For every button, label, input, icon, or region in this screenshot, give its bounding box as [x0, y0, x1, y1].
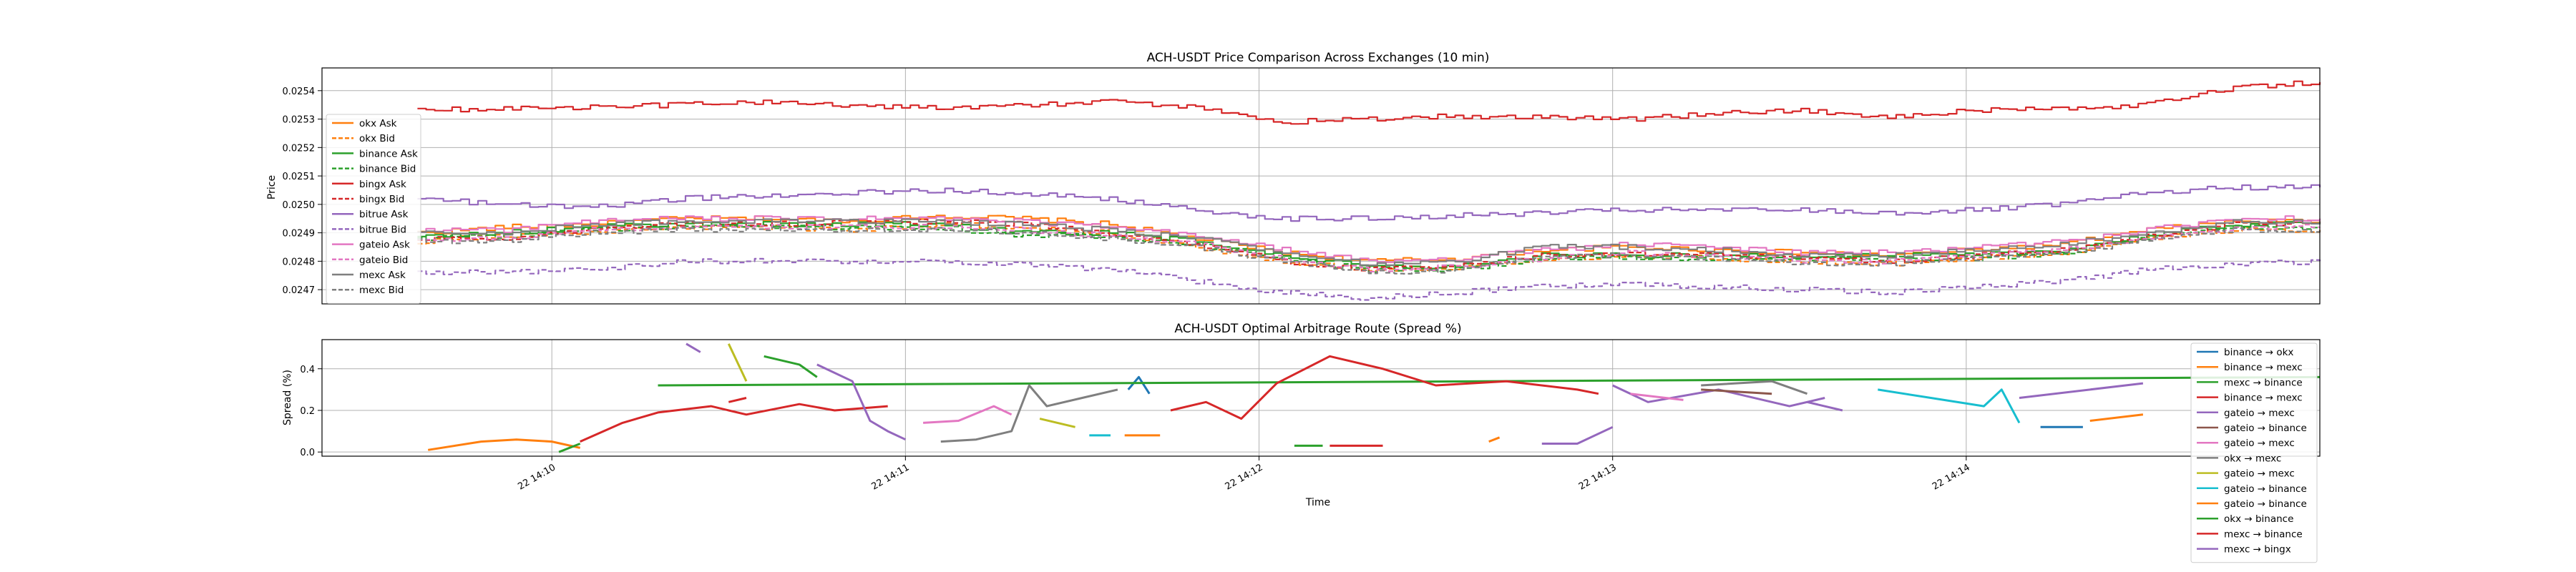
route-line-gateio-to-mexc [1039, 418, 1075, 428]
ytick-label: 0.0 [300, 448, 315, 458]
ytick-label: 0.0250 [283, 200, 316, 211]
route-line-gateio-to-mexc [816, 363, 907, 441]
legend-label: okx Bid [359, 133, 395, 144]
route-line-mexc-to-binance [728, 397, 747, 403]
ytick-label: 0.0253 [283, 115, 316, 126]
legend-label: okx Ask [359, 118, 397, 129]
ytick-label: 0.0249 [283, 229, 316, 240]
legend-label: gateio → mexc [2224, 468, 2295, 480]
legend-label: mexc Ask [359, 270, 406, 281]
spread-chart-ylabel: Spread (%) [282, 370, 293, 425]
ytick-label: 0.0247 [283, 285, 316, 296]
ytick-label: 0.2 [300, 406, 315, 417]
legend-label: bingx Bid [359, 194, 404, 205]
price-chart-ylabel: Price [266, 175, 278, 199]
legend-label: binance → okx [2224, 347, 2293, 358]
route-line-binance-to-okx [1127, 375, 1151, 395]
series-line-bingx-ask [417, 80, 2321, 125]
route-line-gateio-to-mexc [923, 405, 1013, 424]
legend-label: gateio → binance [2224, 483, 2307, 495]
legend-label: mexc → binance [2224, 377, 2303, 388]
price-chart: ACH-USDT Price Comparison Across Exchang… [266, 51, 2321, 305]
legend-label: gateio → binance [2224, 423, 2307, 434]
route-line-binance-to-mexc [1170, 355, 1599, 420]
series-line-gateio-bid [417, 224, 2321, 272]
spread-chart-series [427, 342, 2321, 453]
series-line-mexc-bid [417, 227, 2321, 275]
ytick-label: 0.0254 [283, 87, 316, 97]
route-line-gateio-to-mexc [727, 343, 748, 382]
route-line-gateio-to-binance [2089, 413, 2144, 422]
spread-chart-yticks: 0.0 0.2 0.4 [300, 365, 322, 458]
legend-label: gateio Ask [359, 240, 410, 251]
spread-chart-xlabel: Time [1305, 497, 1330, 508]
ytick-label: 0.0252 [283, 143, 316, 154]
price-chart-series [417, 80, 2321, 301]
spread-chart-frame [321, 339, 2321, 457]
series-line-bitrue-bid [417, 257, 2321, 301]
route-line-binance-to-mexc [1488, 436, 1501, 443]
route-line-okx-to-mexc [940, 384, 1118, 443]
legend-box [2190, 342, 2318, 563]
legend-label: gateio → mexc [2224, 438, 2295, 449]
route-line-mexc-to-binance [763, 355, 818, 378]
legend-label: binance → mexc [2224, 393, 2303, 404]
legend-label: gateio → binance [2224, 498, 2307, 510]
legend-label: gateio → mexc [2224, 408, 2295, 419]
route-line-okx-to-mexc [1701, 380, 1808, 395]
route-line-mexc-to-bingx [1807, 400, 1843, 412]
route-line-okx-to-binance [558, 443, 581, 453]
series-line-bitrue-ask [417, 184, 2321, 222]
ytick-label: 0.0251 [283, 172, 316, 182]
ytick-label: 0.0248 [283, 257, 316, 267]
legend-label: bitrue Ask [359, 209, 409, 220]
legend-label: mexc → binance [2224, 528, 2303, 540]
route-line-binance-to-mexc [427, 438, 581, 451]
legend-label: binance Bid [359, 164, 416, 175]
spread-chart-title: ACH-USDT Optimal Arbitrage Route (Spread… [1174, 322, 1461, 336]
route-line-gateio-to-binance [1878, 388, 2021, 424]
series-line-mexc-ask [417, 218, 2321, 267]
legend-label: mexc → bingx [2224, 544, 2291, 556]
price-chart-legend: okx Ask okx Bid binance Ask binance Bid bing… [326, 114, 421, 304]
route-line-gateio-to-mexc [2019, 382, 2144, 399]
price-chart-yticks: 0.0247 0.0248 0.0249 0.0250 0.0251 0.0252 0.02… [283, 87, 322, 296]
legend-label: binance → mexc [2224, 362, 2303, 373]
legend-label: okx → mexc [2224, 453, 2281, 464]
legend-label: gateio Bid [359, 255, 408, 266]
route-line-gateio-to-binance [1701, 388, 1772, 395]
price-chart-frame [321, 67, 2321, 305]
legend-label: binance Ask [359, 148, 418, 159]
route-line-gateio-to-mexc [686, 342, 701, 353]
route-line-gateio-to-mexc [1541, 425, 1614, 445]
ytick-label: 0.4 [300, 365, 315, 375]
legend-label: okx → binance [2224, 513, 2293, 525]
spread-chart-grid [322, 340, 2320, 456]
route-line-binance-to-mexc [580, 403, 888, 443]
legend-label: bingx Ask [359, 179, 406, 190]
legend-label: bitrue Bid [359, 224, 406, 235]
spread-chart-legend: binance → okx binance → mexc mexc → binanc… [2190, 342, 2318, 563]
price-chart-title: ACH-USDT Price Comparison Across Exchang… [1147, 51, 1490, 65]
legend-box [326, 114, 421, 304]
legend-label: mexc Bid [359, 285, 404, 296]
route-line-gateio-to-mexc [1630, 393, 1684, 401]
